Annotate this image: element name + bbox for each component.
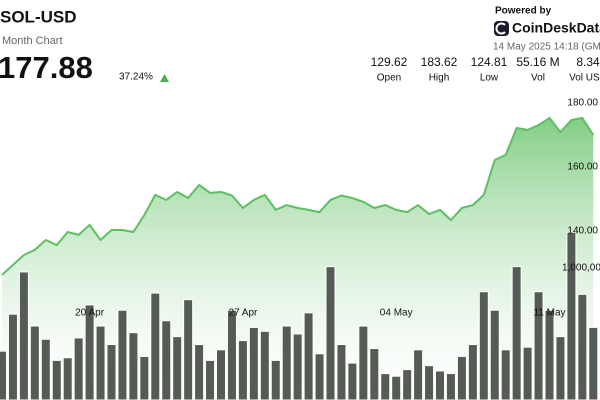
volume-bar — [522, 346, 533, 400]
volume-bar — [402, 369, 413, 400]
volume-bar — [270, 359, 281, 400]
volume-bar — [0, 350, 7, 400]
volume-bar — [62, 357, 73, 400]
stat-caption: Vol USD — [569, 73, 600, 84]
volume-bar — [95, 325, 106, 400]
y-tick-label: 140.00 — [567, 226, 598, 237]
x-tick-label: 20 Apr — [75, 308, 105, 319]
timestamp: 14 May 2025 14:18 (GMT — [493, 42, 600, 53]
volume-bar — [259, 330, 270, 400]
volume-bar — [577, 293, 588, 400]
volume-bar — [456, 355, 467, 400]
volume-bar — [544, 309, 555, 400]
stat-value: 8.34 — [576, 55, 600, 69]
volume-bar — [161, 320, 172, 400]
volume-bar — [314, 353, 325, 400]
price-area — [2, 118, 594, 400]
x-tick-label: 11 May — [533, 308, 565, 319]
volume-bar — [128, 332, 139, 400]
volume-bar — [139, 355, 150, 400]
volume-bar — [369, 348, 380, 400]
volume-bar — [489, 309, 500, 400]
brand: CoinDeskData — [512, 20, 600, 36]
stat-value: 129.62 — [371, 55, 408, 69]
volume-bar — [555, 336, 566, 400]
chart-title: SOL-USD — [0, 7, 77, 26]
volume-bar — [325, 266, 336, 400]
y-tick-label: 160.00 — [567, 162, 598, 173]
volume-bar — [226, 309, 237, 400]
volume-bar — [117, 309, 128, 400]
up-arrow — [160, 74, 169, 82]
stat-caption: High — [429, 73, 450, 84]
y2-tick-label: 1,000,000 — [562, 263, 600, 274]
volume-bar — [106, 344, 117, 400]
price: 177.88 — [0, 50, 93, 85]
y-tick-label: 180.00 — [567, 98, 598, 109]
x-tick-label: 04 May — [380, 308, 413, 319]
volume-bar — [511, 266, 522, 400]
volume-bar — [413, 349, 424, 400]
stats: 129.62 Open 183.62 High 124.81 Low 55.16 M Vol 8… — [371, 55, 600, 83]
volume-bar — [336, 344, 347, 400]
volume-bar — [445, 373, 456, 400]
volume-bar — [40, 338, 51, 400]
volume-bar — [216, 349, 226, 400]
volume-bar — [424, 365, 435, 400]
volume-bar — [84, 304, 95, 400]
stat-value: 55.16 M — [516, 55, 559, 69]
change: 37.24% — [119, 72, 153, 83]
volume-bar — [248, 326, 259, 400]
stat-caption: Open — [377, 73, 401, 84]
volume-bar — [478, 291, 489, 400]
volume-bar — [29, 325, 40, 400]
volume-bar — [435, 370, 445, 400]
volume-bar — [566, 231, 577, 400]
volume-bar — [281, 325, 292, 400]
volume-bar — [150, 292, 161, 400]
volume-bar — [347, 362, 358, 400]
x-tick-label: 27 Apr — [228, 308, 258, 319]
volume-bar — [380, 373, 391, 400]
volume-bar — [292, 333, 303, 400]
stat-value: 183.62 — [421, 55, 458, 69]
volume-bar — [358, 325, 369, 400]
powered-by: Powered by — [495, 6, 552, 17]
volume-bar — [172, 336, 183, 400]
volume-bar — [18, 271, 29, 400]
volume-bar — [500, 349, 511, 400]
volume-bar — [7, 313, 18, 400]
stat-value: 124.81 — [471, 55, 508, 69]
plot-area: 140.00 160.00 180.00 1,000,000 20 Apr 27 Apr 0… — [0, 98, 600, 400]
volume-bar — [588, 326, 599, 400]
volume-bar — [73, 337, 84, 400]
stat-caption: Low — [480, 73, 499, 84]
chart-subtitle: Month Chart — [2, 35, 63, 47]
volume-bar — [183, 299, 194, 400]
volume-bar — [205, 359, 216, 400]
volume-bar — [237, 340, 248, 400]
volume-bar — [194, 344, 205, 400]
volume-bar — [303, 312, 314, 400]
volume-bar — [467, 344, 478, 400]
brand-logo-mark — [495, 22, 506, 35]
price-line — [1, 117, 595, 276]
volume-bar — [51, 359, 62, 400]
volume-bar — [391, 375, 402, 400]
stat-caption: Vol — [531, 73, 545, 84]
